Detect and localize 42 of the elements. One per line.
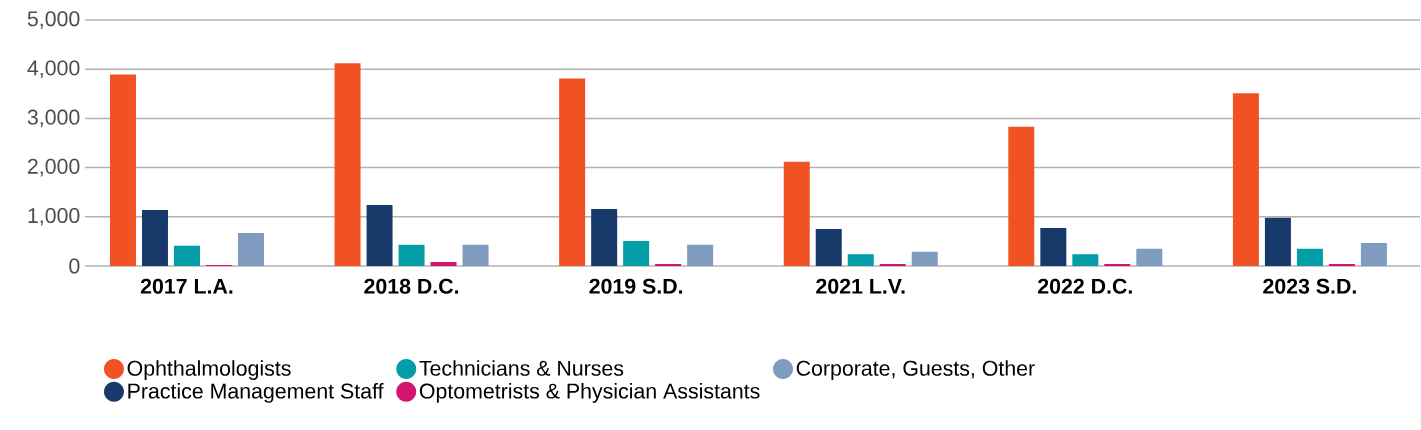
- bar: [1264, 217, 1291, 266]
- bar: [141, 209, 168, 266]
- bar: [623, 240, 650, 266]
- bar: [783, 161, 810, 266]
- bar: [109, 74, 136, 266]
- bar: [815, 229, 842, 266]
- legend-label: Ophthalmologists: [127, 360, 291, 381]
- bar: [1360, 242, 1387, 266]
- bar: [847, 254, 874, 266]
- bar: [911, 251, 938, 266]
- legend-label: Practice Management Staff: [128, 382, 384, 403]
- x-tick-label: 2023 S.D.: [1263, 278, 1356, 294]
- bar: [1232, 93, 1259, 266]
- bar: [687, 244, 714, 266]
- bar: [173, 245, 200, 266]
- legend-label: Technicians & Nurses: [419, 360, 624, 376]
- bar: [1296, 248, 1323, 266]
- y-tick-label: 5,000: [27, 11, 80, 29]
- y-tick-label: 3,000: [27, 109, 80, 128]
- x-tick-label: 2021 L.V.: [816, 278, 905, 294]
- legend-label: Optometrists & Physician Assistants: [419, 382, 760, 403]
- legend-label: Corporate, Guests, Other: [796, 360, 1035, 381]
- bar: [1040, 228, 1067, 266]
- bar: [591, 208, 618, 266]
- x-tick-label: 2018 D.C.: [364, 278, 459, 294]
- bar: [462, 244, 489, 266]
- y-tick-label: 4,000: [27, 60, 80, 79]
- y-tick-label: 2,000: [27, 158, 80, 177]
- bar: [1008, 126, 1035, 266]
- bar: [366, 205, 393, 266]
- bar: [1072, 254, 1099, 266]
- x-tick-label: 2022 D.C.: [1038, 278, 1132, 294]
- bar: [237, 233, 264, 266]
- bar: [430, 262, 457, 266]
- y-tick-label: 0: [69, 258, 80, 274]
- x-tick-label: 2017 L.A.: [140, 278, 233, 294]
- bar: [1136, 248, 1163, 266]
- x-tick-label: 2019 S.D.: [589, 278, 683, 294]
- bar: [334, 63, 361, 266]
- bar: [398, 244, 425, 266]
- bar: [559, 78, 586, 266]
- y-tick-label: 1,000: [28, 208, 80, 226]
